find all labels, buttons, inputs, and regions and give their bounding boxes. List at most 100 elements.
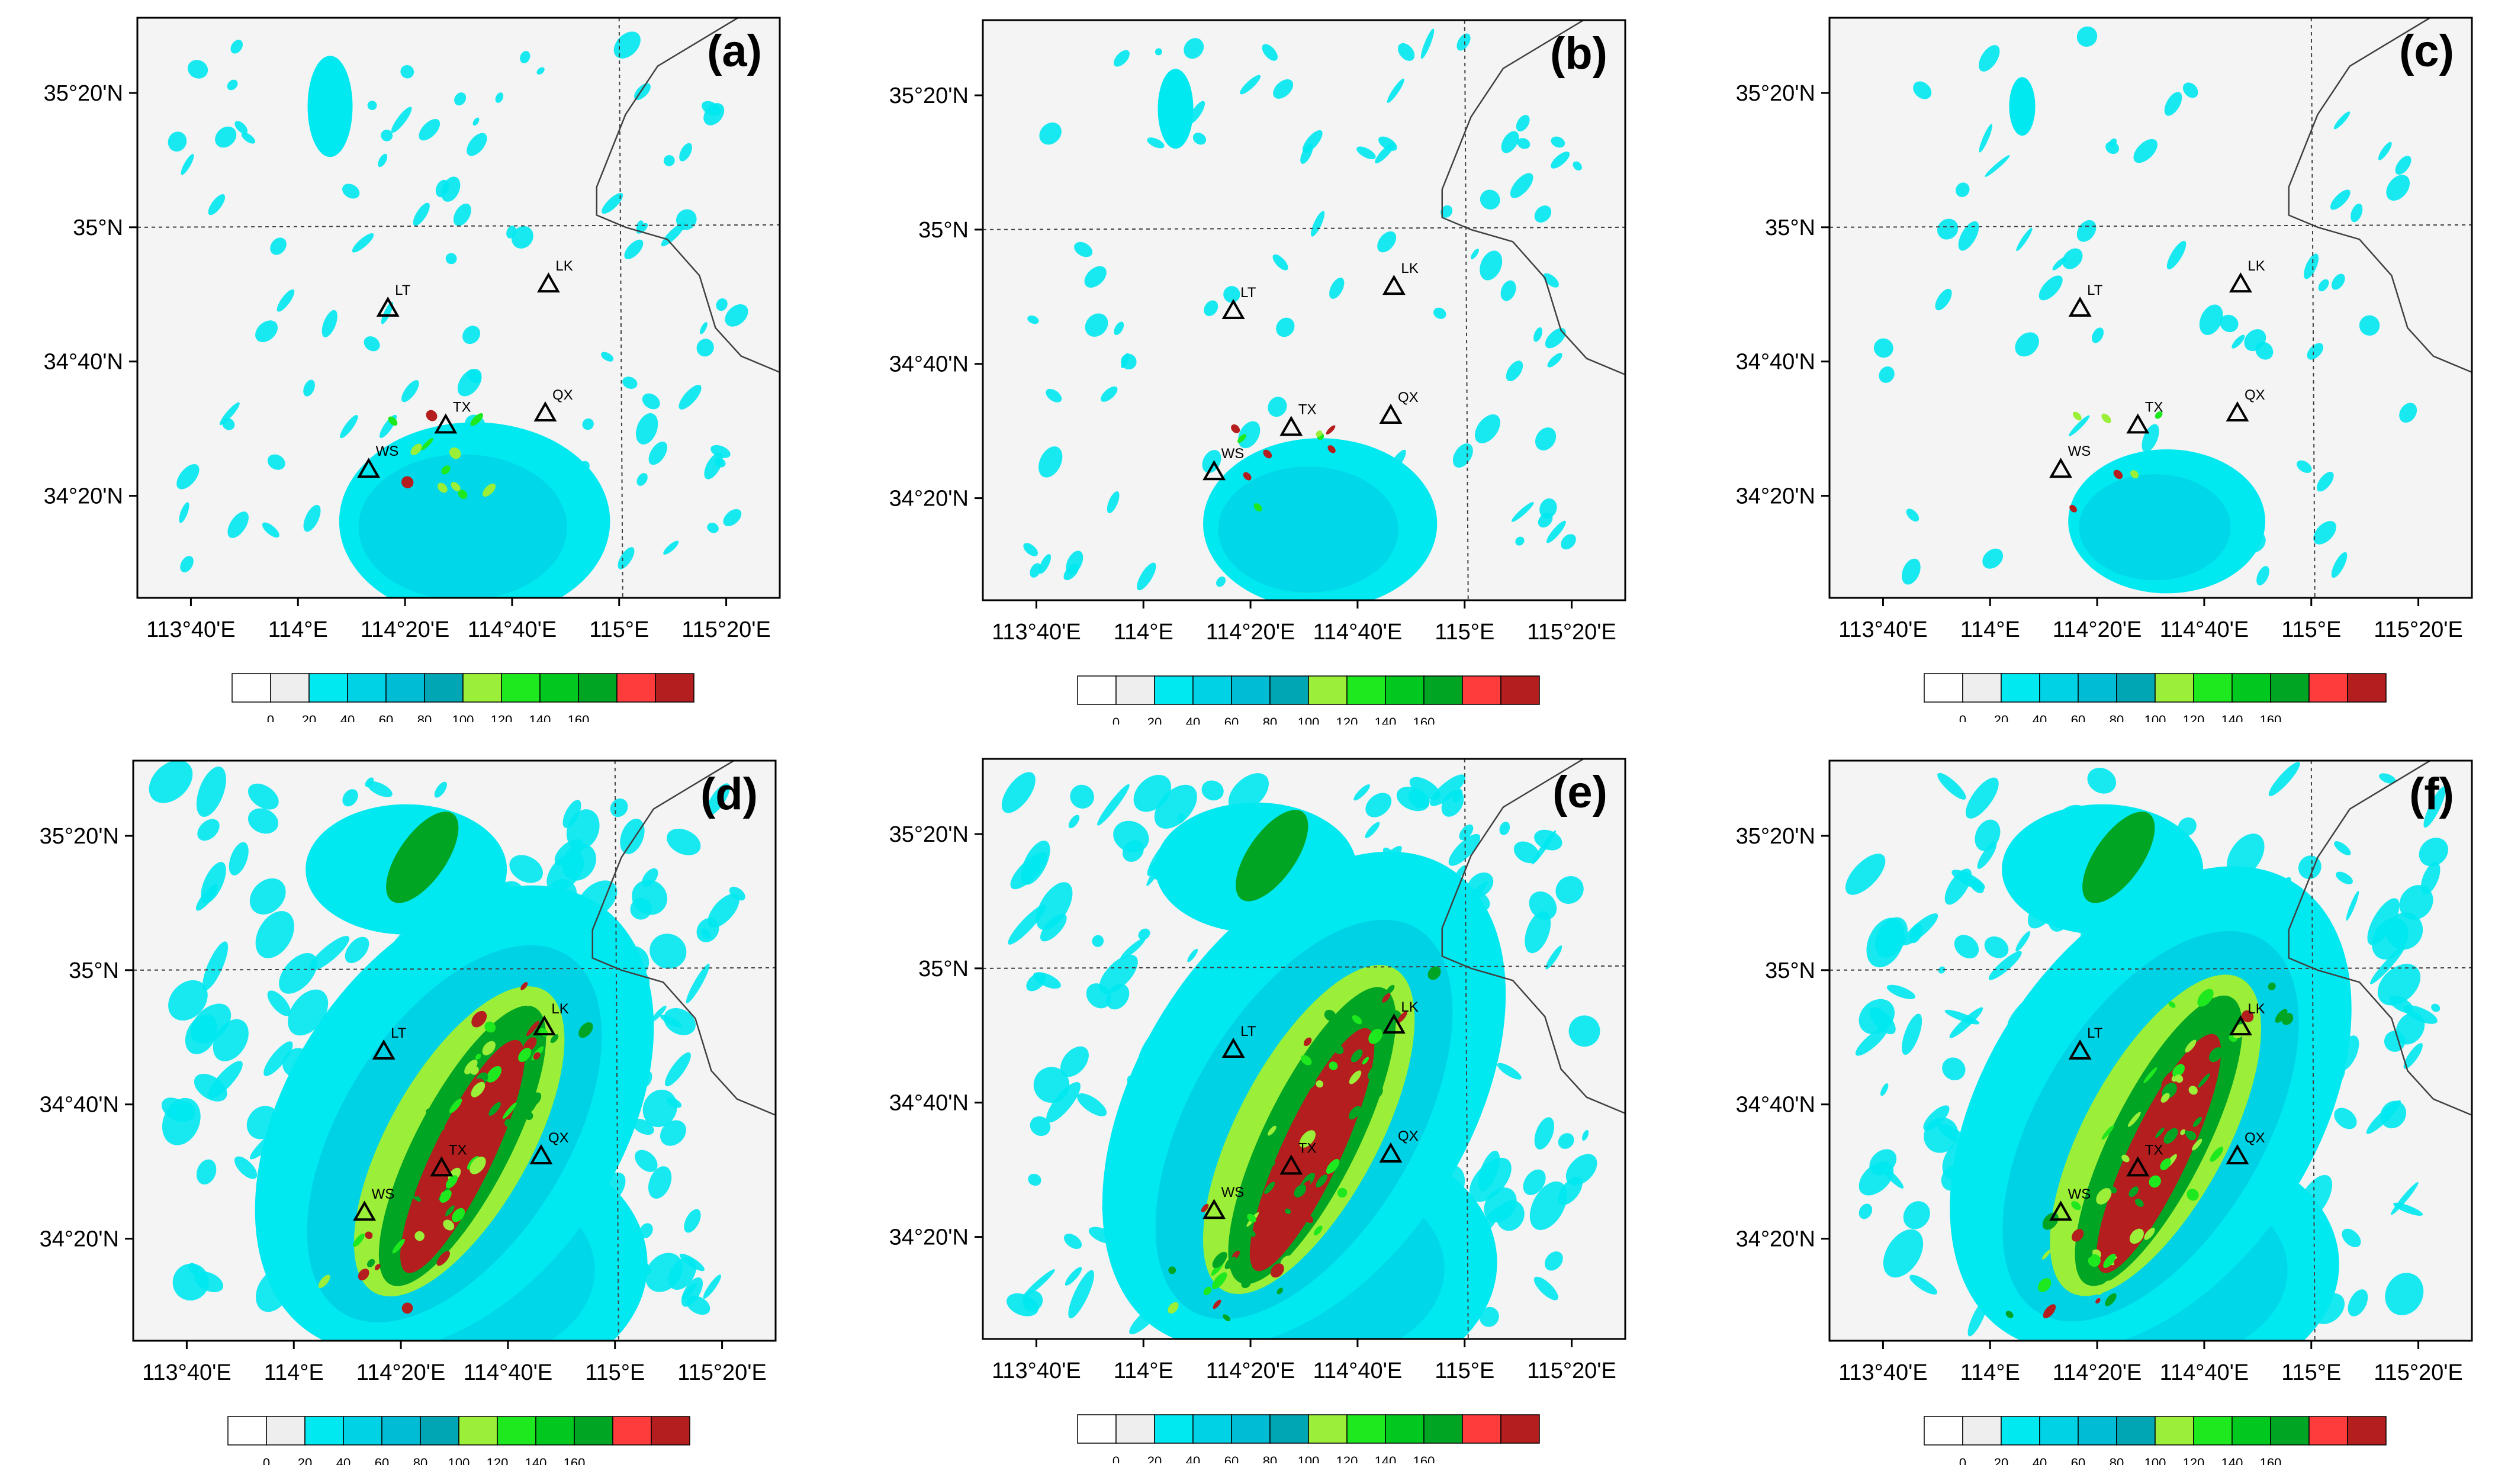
lat-label: 35°20'N	[1736, 824, 1815, 849]
rain-cell-heavy	[2160, 1158, 2171, 1170]
rain-cell	[230, 40, 243, 54]
rain-cell-heavy	[426, 410, 438, 421]
rain-cell-heavy	[2275, 1009, 2288, 1023]
rain-cell	[1268, 397, 1287, 417]
rain-cell	[1068, 815, 1080, 829]
colorbar-tick-label: 100	[1298, 1454, 1320, 1463]
station-marker	[357, 458, 381, 478]
colorbar-box	[535, 1416, 575, 1446]
colorbar-box	[1269, 675, 1309, 705]
rain-cell	[2378, 141, 2392, 160]
rain-cell	[681, 1283, 697, 1300]
rain-cell-heavy	[2082, 1247, 2093, 1258]
rain-cell	[667, 828, 701, 855]
rain-area-south-core	[2079, 474, 2231, 581]
map-panel: 35°20'N 35°N 34°40'N 34°20'N 113°40'E 114°E 11…	[44, 17, 781, 722]
rain-cell	[1529, 1181, 1567, 1230]
lat-label: 34°40'N	[1736, 350, 1815, 375]
rain-cell	[1859, 1161, 1894, 1196]
rain-cell	[648, 1166, 672, 1199]
rain-cell-heavy	[454, 1148, 462, 1157]
rain-cell-heavy	[1243, 472, 1252, 481]
station-label: LK	[2247, 258, 2265, 274]
colorbar-box	[308, 673, 348, 703]
rain-cell	[679, 385, 702, 410]
rain-cell	[185, 1014, 218, 1054]
rain-cell	[168, 980, 208, 1021]
rain-cell	[639, 1223, 653, 1238]
rain-cell	[1039, 122, 1062, 145]
rain-cell	[247, 808, 278, 834]
station-label: LK	[555, 258, 573, 274]
rain-cell-heavy	[471, 1010, 487, 1028]
rain-cell-heavy	[421, 437, 433, 450]
rain-cell	[1523, 1169, 1546, 1195]
rain-cell	[1561, 534, 1576, 550]
colorbar-box	[231, 673, 271, 703]
rain-cell	[706, 783, 730, 816]
colorbar-box	[385, 673, 425, 703]
rain-cell-heavy	[2174, 1074, 2184, 1083]
rain-cell	[401, 380, 419, 403]
rain-cell	[1535, 427, 1557, 450]
colorbar-tick-label: 80	[413, 1456, 427, 1465]
rain-cell	[684, 1209, 701, 1233]
rain-cell-heavy	[358, 1269, 369, 1281]
station-marker	[372, 1039, 396, 1060]
rain-cell	[601, 352, 614, 362]
rain-cell-heavy	[1371, 1005, 1387, 1022]
gridline-115e	[618, 17, 623, 598]
rain-cell	[381, 129, 393, 141]
rain-cell	[1097, 784, 1130, 826]
rain-cell-heavy	[533, 1052, 541, 1060]
rainfall-field	[149, 761, 745, 1341]
lat-label: 35°N	[69, 958, 119, 983]
colorbar-box	[1346, 1414, 1386, 1444]
rain-cell-heavy	[441, 465, 451, 475]
colorbar-box	[616, 673, 656, 703]
colorbar-tick-label: 60	[2071, 1456, 2085, 1465]
rain-cell	[2318, 279, 2329, 292]
rain-cell	[1510, 173, 1533, 198]
rain-cell-heavy	[2130, 470, 2139, 479]
rain-cell	[229, 842, 249, 875]
rain-cell	[1516, 115, 1530, 132]
station-label: LT	[2087, 282, 2103, 298]
rain-cell-heavy	[2103, 1254, 2116, 1268]
rain-area-north-core	[2082, 812, 2155, 903]
colorbar-box	[1924, 1416, 1963, 1446]
rain-cell-heavy	[1259, 1137, 1268, 1145]
colorbar-box	[2078, 1416, 2117, 1446]
rain-cell-heavy	[449, 447, 461, 459]
colorbar-tick-label: 40	[1186, 1454, 1200, 1463]
colorbar-box	[2270, 1416, 2310, 1446]
rain-cell-heavy	[388, 416, 398, 426]
rain-cell	[1114, 50, 1130, 67]
rain-cell	[1469, 1157, 1512, 1202]
rain-cell-heavy	[1299, 1130, 1316, 1148]
rain-cell-heavy	[1272, 1190, 1285, 1202]
rain-cell	[208, 194, 226, 215]
station-label: TX	[1298, 401, 1317, 417]
colorbar-tick-label: 100	[448, 1456, 470, 1465]
rain-cell	[536, 67, 545, 75]
rain-cell	[2348, 1289, 2368, 1316]
rain-cell	[663, 540, 679, 555]
colorbar-box	[420, 1416, 459, 1446]
rain-cell	[2334, 1108, 2357, 1129]
rain-cell	[276, 289, 295, 312]
rain-cell-heavy	[2163, 1128, 2178, 1144]
rain-cell	[2164, 92, 2182, 116]
station-marker	[1379, 403, 1403, 424]
rain-cell-heavy	[1276, 1287, 1283, 1295]
rain-cell	[149, 761, 193, 803]
rain-cell-heavy	[461, 1178, 475, 1194]
rain-cell	[2092, 327, 2104, 343]
colorbar-tick-label: 120	[487, 1456, 509, 1465]
rain-cell	[636, 413, 658, 445]
rain-cell	[1511, 502, 1534, 522]
rain-cell	[1147, 137, 1165, 149]
map-frame	[1828, 759, 2473, 1342]
rain-cell-heavy	[1369, 1084, 1383, 1099]
rain-cell-heavy	[2210, 1147, 2224, 1162]
